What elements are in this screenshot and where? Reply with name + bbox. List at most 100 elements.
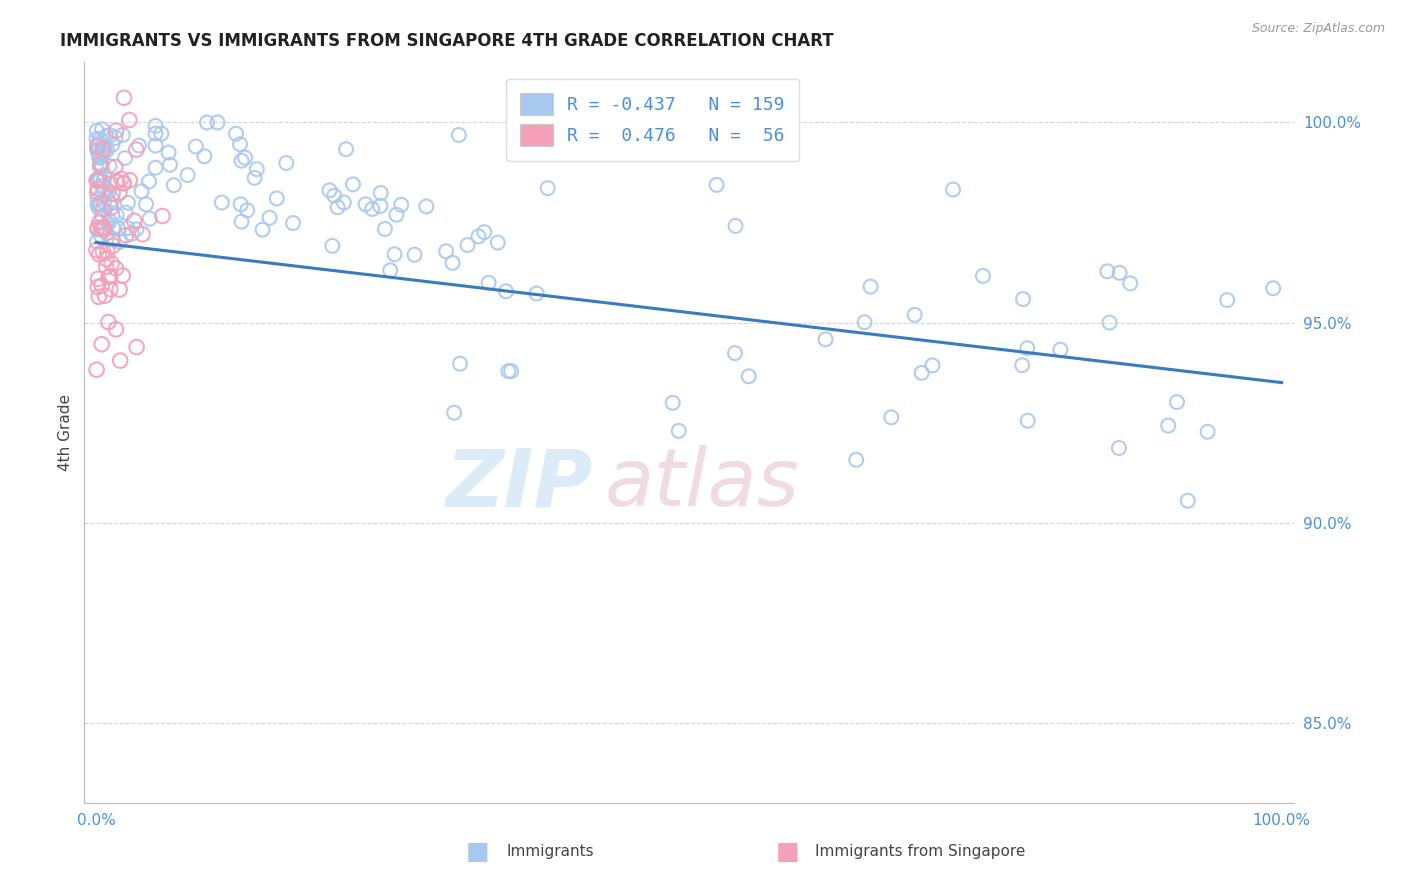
Point (131, 227, 153, 242)
Point (117, 195, 139, 210)
Point (404, 248, 426, 262)
Point (246, 162, 269, 177)
Point (259, 211, 281, 225)
Point (374, 222, 396, 236)
Point (361, 202, 384, 216)
Point (108, 235, 131, 249)
Point (91, 178, 114, 193)
Point (229, 197, 252, 211)
Point (104, 261, 127, 276)
Point (89, 170, 111, 185)
Point (87, 173, 110, 187)
Point (415, 199, 437, 213)
Point (118, 173, 141, 187)
Point (495, 285, 517, 299)
Point (233, 151, 256, 165)
Point (467, 229, 489, 244)
Point (1017, 414, 1039, 428)
Point (333, 195, 356, 210)
Point (89, 227, 111, 242)
Text: ■: ■ (776, 840, 799, 863)
Point (114, 205, 136, 219)
Point (97, 216, 120, 230)
Text: Immigrants: Immigrants (506, 845, 593, 859)
Point (89, 196, 111, 211)
Point (434, 244, 457, 259)
Point (91, 144, 114, 158)
Point (98, 184, 121, 198)
Point (145, 138, 167, 153)
Point (236, 203, 259, 218)
Point (1011, 358, 1033, 372)
Text: Immigrants from Singapore: Immigrants from Singapore (815, 845, 1026, 859)
Point (859, 279, 882, 293)
Point (441, 256, 464, 270)
Point (98, 213, 121, 227)
Point (86, 132, 108, 146)
Point (370, 186, 392, 200)
Point (93, 143, 115, 157)
Point (86, 220, 108, 235)
Point (86, 143, 108, 157)
Point (486, 235, 509, 250)
Point (229, 137, 252, 152)
Point (128, 138, 150, 153)
Point (457, 238, 479, 252)
Point (125, 340, 148, 354)
Point (105, 208, 128, 222)
Point (135, 197, 157, 211)
Point (104, 322, 127, 336)
Point (115, 228, 138, 243)
Point (323, 188, 346, 202)
Point (104, 131, 127, 145)
Point (94, 288, 117, 302)
Point (89, 159, 111, 173)
Point (121, 227, 143, 241)
Point (252, 222, 274, 236)
Point (1166, 395, 1188, 409)
Point (91, 186, 114, 201)
Point (231, 153, 253, 168)
Point (1017, 341, 1039, 355)
Point (738, 369, 761, 384)
Point (845, 452, 868, 467)
Point (112, 176, 135, 190)
Point (86, 185, 108, 199)
Point (103, 238, 125, 252)
Point (108, 353, 131, 368)
Point (1098, 316, 1121, 330)
Point (86, 235, 108, 249)
Text: ZIP: ZIP (444, 445, 592, 524)
Point (152, 209, 174, 223)
Point (101, 137, 124, 152)
Point (112, 91, 135, 105)
Point (724, 219, 747, 233)
Point (972, 268, 994, 283)
Point (207, 115, 229, 129)
Point (101, 232, 124, 246)
Point (318, 183, 340, 197)
Point (87, 280, 110, 294)
Point (911, 366, 934, 380)
Point (326, 200, 349, 214)
Point (93, 223, 115, 237)
Point (370, 199, 392, 213)
Point (87, 247, 110, 261)
Point (281, 216, 304, 230)
Point (89, 151, 111, 165)
Point (87, 272, 110, 286)
Point (150, 127, 173, 141)
Point (89, 148, 111, 162)
Point (724, 346, 747, 360)
Point (157, 145, 180, 160)
Point (110, 171, 132, 186)
Point (211, 195, 233, 210)
Point (96, 252, 118, 266)
Point (90, 209, 112, 223)
Point (904, 308, 927, 322)
Point (107, 221, 129, 235)
Point (184, 139, 207, 153)
Text: Source: ZipAtlas.com: Source: ZipAtlas.com (1251, 22, 1385, 36)
Point (87, 145, 110, 159)
Point (87, 150, 110, 164)
